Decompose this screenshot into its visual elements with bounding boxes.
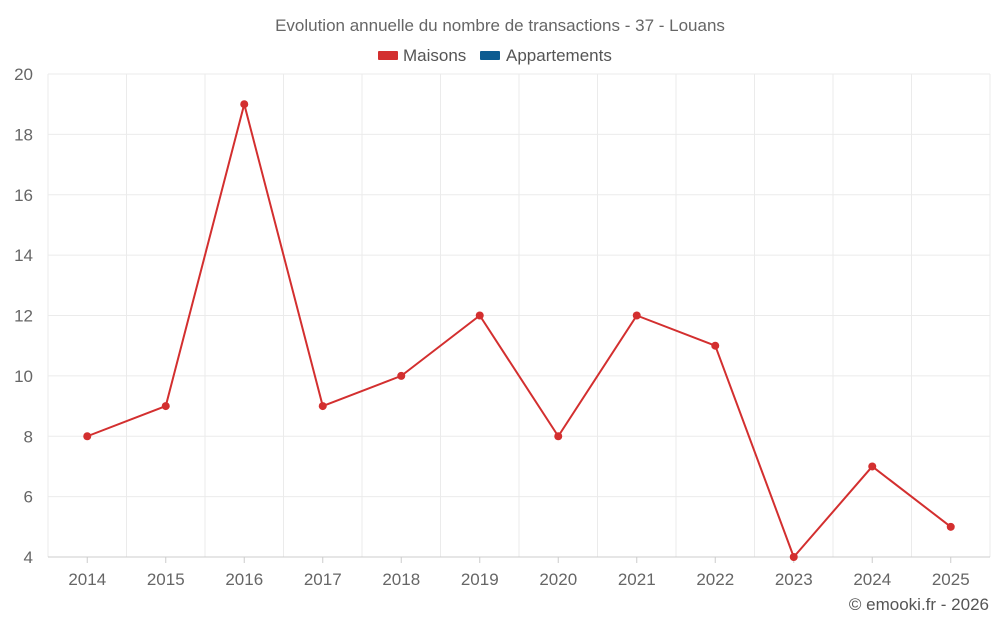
data-point[interactable] [475,311,484,320]
y-tick-label: 16 [14,186,33,205]
series-line-maisons [86,103,952,558]
y-tick-label: 20 [14,65,33,84]
y-tick-label: 8 [24,427,33,446]
data-point[interactable] [318,402,327,411]
data-point[interactable] [632,311,641,320]
x-tick-label: 2020 [539,570,577,589]
x-axis: 2014 2015 2016 2017 2018 2019 2020 2021 2022 2023… [48,556,990,589]
y-tick-label: 18 [14,125,33,144]
y-tick-label: 12 [14,307,33,326]
data-point[interactable] [397,371,406,380]
legend-label-appartements: Appartements [506,46,612,65]
x-tick-label: 2022 [696,570,734,589]
x-tick-label: 2017 [304,570,342,589]
legend-label-maisons: Maisons [403,46,466,65]
credit: © emooki.fr - 2026 [849,595,989,614]
data-point[interactable] [240,100,249,109]
x-tick-label: 2016 [225,570,263,589]
x-tick-label: 2015 [147,570,185,589]
legend-item-appartements[interactable]: Appartements [480,46,612,65]
legend: Maisons Appartements [378,46,612,65]
x-tick-label: 2024 [853,570,891,589]
data-point[interactable] [161,402,170,411]
x-tick-label: 2025 [932,570,970,589]
y-axis: 4 6 8 10 12 14 16 18 20 [14,65,33,567]
y-tick-label: 14 [14,246,33,265]
data-point[interactable] [711,341,720,350]
legend-item-maisons[interactable]: Maisons [378,46,466,65]
data-point[interactable] [946,522,955,531]
y-tick-label: 6 [24,488,33,507]
data-point[interactable] [554,432,563,441]
legend-swatch-appartements [480,51,500,60]
x-tick-label: 2019 [461,570,499,589]
data-point[interactable] [83,432,92,441]
legend-swatch-maisons [378,51,398,60]
x-tick-label: 2018 [382,570,420,589]
series-maisons [83,100,955,561]
data-point[interactable] [789,553,798,561]
x-tick-label: 2014 [68,570,106,589]
y-tick-label: 10 [14,367,33,386]
x-tick-label: 2021 [618,570,656,589]
y-tick-label: 4 [24,548,33,567]
x-tick-label: 2023 [775,570,813,589]
data-point[interactable] [868,462,877,471]
chart-title: Evolution annuelle du nombre de transact… [275,16,725,35]
